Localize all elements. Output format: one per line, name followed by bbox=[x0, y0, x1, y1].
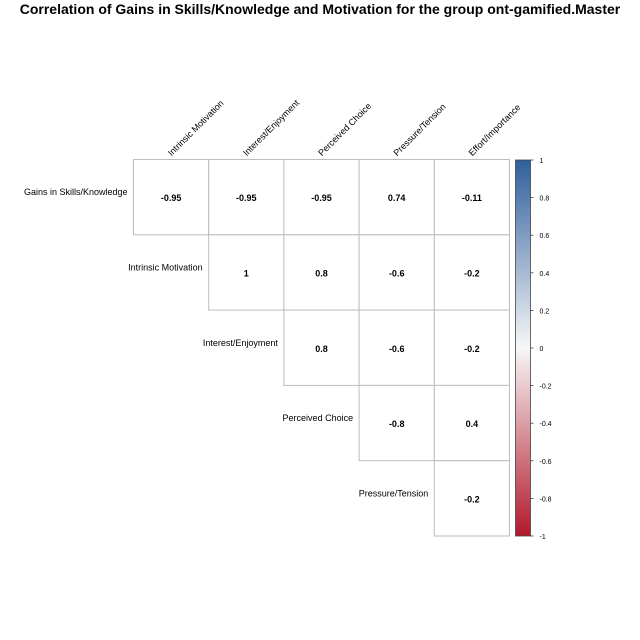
heatmap-cell bbox=[358, 309, 435, 386]
heatmap-cell bbox=[358, 384, 435, 462]
heatmap-cell bbox=[433, 460, 510, 537]
cell-value-label: -0.95 bbox=[311, 193, 332, 203]
row-label: Perceived Choice bbox=[283, 413, 354, 423]
row-label: Gains in Skills/Knowledge bbox=[24, 187, 128, 197]
cell-value-label: -0.6 bbox=[389, 344, 405, 354]
heatmap-cell bbox=[433, 384, 510, 462]
cell-value-label: 0.74 bbox=[388, 193, 406, 203]
colorbar-tick-label: -0.6 bbox=[540, 459, 552, 466]
row-label: Pressure/Tension bbox=[359, 488, 429, 498]
colorbar-tick-label: -0.4 bbox=[540, 421, 552, 428]
heatmap-cell bbox=[433, 159, 510, 236]
colorbar bbox=[515, 159, 531, 537]
colorbar-tick-label: 0 bbox=[540, 346, 544, 353]
heatmap-cell bbox=[433, 309, 510, 386]
column-label: Interest/Enjoyment bbox=[241, 97, 301, 157]
column-label: Intrinsic Motivation bbox=[166, 98, 226, 158]
cell-value-label: -0.8 bbox=[389, 419, 405, 429]
column-label: Perceived Choice bbox=[316, 101, 373, 158]
row-label: Intrinsic Motivation bbox=[128, 262, 203, 272]
chart-title: Correlation of Gains in Skills/Knowledge… bbox=[19, 1, 621, 17]
cell-value-label: -0.2 bbox=[464, 494, 480, 504]
heatmap-cell bbox=[283, 234, 360, 311]
column-label: Pressure/Tension bbox=[391, 102, 447, 158]
cell-value-label: 1 bbox=[244, 268, 249, 278]
heatmap-cell bbox=[358, 234, 435, 311]
colorbar-tick-label: 0.8 bbox=[540, 196, 550, 203]
heatmap-cell bbox=[283, 309, 360, 386]
colorbar-tick-label: 0.6 bbox=[540, 233, 550, 240]
row-label: Interest/Enjoyment bbox=[203, 338, 279, 348]
colorbar-tick-label: 0.4 bbox=[540, 271, 550, 278]
colorbar-tick-label: 1 bbox=[540, 158, 544, 165]
colorbar-tick-label: 0.2 bbox=[540, 308, 550, 315]
column-label: Effort/Importance bbox=[467, 102, 523, 158]
cell-value-label: -0.6 bbox=[389, 268, 405, 278]
cell-value-label: -0.2 bbox=[464, 268, 480, 278]
cell-value-label: -0.95 bbox=[161, 193, 182, 203]
heatmap-cell bbox=[208, 234, 285, 311]
cell-value-label: 0.8 bbox=[315, 344, 328, 354]
cell-value-label: -0.11 bbox=[462, 193, 482, 203]
cell-value-label: 0.4 bbox=[466, 419, 479, 429]
colorbar-tick-label: -1 bbox=[540, 534, 546, 541]
heatmap-cell bbox=[433, 234, 510, 311]
cell-value-label: 0.8 bbox=[315, 268, 328, 278]
colorbar-tick-label: -0.8 bbox=[540, 496, 552, 503]
cell-value-label: -0.2 bbox=[464, 344, 480, 354]
colorbar-tick-label: -0.2 bbox=[540, 384, 552, 391]
cell-value-label: -0.95 bbox=[236, 193, 257, 203]
